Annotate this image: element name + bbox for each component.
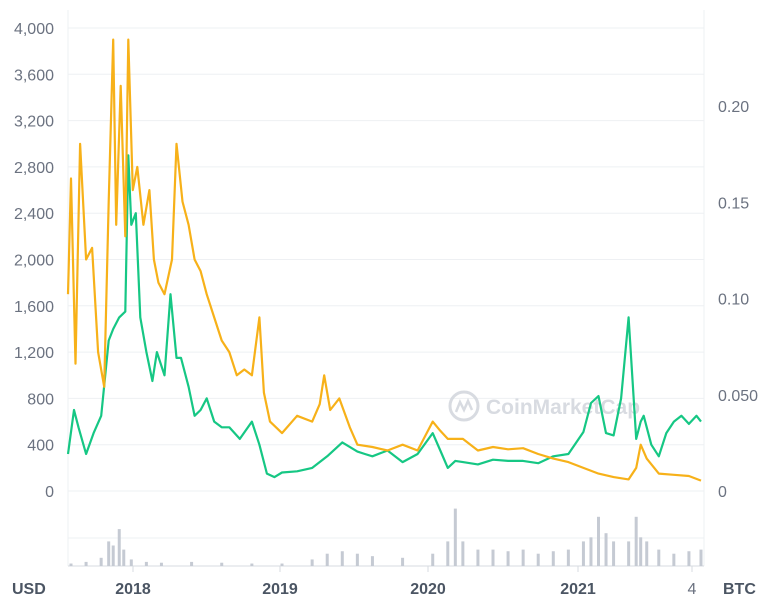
- volume-bars: [69, 508, 703, 566]
- x-tick-label: 2021: [560, 581, 596, 598]
- volume-bar: [122, 549, 126, 566]
- volume-bar: [117, 529, 121, 566]
- series-lines: [66, 38, 702, 482]
- volume-bar: [370, 556, 374, 566]
- volume-bar: [401, 557, 405, 566]
- left-tick-label: 2,000: [14, 253, 54, 270]
- left-tick-label: 800: [27, 391, 54, 408]
- volume-bar: [699, 549, 703, 566]
- volume-bar: [129, 559, 133, 566]
- left-axis-unit: USD: [12, 581, 46, 598]
- volume-bar: [69, 563, 73, 566]
- volume-bar: [536, 553, 540, 566]
- volume-bar: [325, 553, 329, 566]
- volume-bar: [672, 553, 676, 566]
- volume-bar: [612, 541, 616, 566]
- volume-bar: [687, 551, 691, 566]
- right-tick-label: 0.10: [718, 292, 749, 309]
- left-tick-label: 2,400: [14, 206, 54, 223]
- left-tick-label: 1,200: [14, 345, 54, 362]
- volume-bar: [355, 553, 359, 566]
- left-tick-label: 3,600: [14, 67, 54, 84]
- volume-bar: [446, 541, 450, 566]
- volume-bar: [581, 541, 585, 566]
- volume-bar: [159, 562, 163, 566]
- volume-bar: [431, 553, 435, 566]
- volume-bar: [506, 551, 510, 566]
- left-axis: 0 400 800 1,200 1,600 2,000 2,400 2,800 3,200 3,6…: [14, 21, 54, 501]
- volume-bar: [627, 541, 631, 566]
- volume-bar: [250, 563, 254, 566]
- volume-bar: [144, 561, 148, 566]
- usd-price-line: [66, 154, 702, 479]
- right-tick-label: 0.15: [718, 195, 749, 212]
- volume-bar: [521, 549, 525, 566]
- volume-bar: [111, 545, 115, 566]
- volume-bar: [645, 541, 649, 566]
- volume-bar: [99, 557, 103, 566]
- x-tick-label: 2018: [115, 581, 151, 598]
- volume-bar: [340, 551, 344, 566]
- volume-bar: [107, 541, 111, 566]
- left-tick-label: 2,800: [14, 160, 54, 177]
- right-axis: 0 0.050 0.10 0.15 0.20: [718, 99, 758, 501]
- btc-price-line: [66, 38, 702, 482]
- volume-bar: [597, 516, 601, 566]
- volume-bar: [453, 508, 457, 566]
- left-tick-label: 4,000: [14, 21, 54, 38]
- volume-bar: [476, 549, 480, 566]
- right-tick-label: 0.20: [718, 99, 749, 116]
- left-tick-label: 1,600: [14, 299, 54, 316]
- x-tick-label: 2020: [410, 581, 446, 598]
- volume-bar: [551, 551, 555, 566]
- volume-bar: [604, 533, 608, 566]
- volume-bar: [84, 561, 88, 566]
- x-axis: 2018 2019 2020 2021 4: [115, 566, 697, 598]
- left-tick-label: 400: [27, 438, 54, 455]
- volume-bar: [657, 549, 661, 566]
- volume-bar: [634, 516, 638, 566]
- x-tick-label: 4: [688, 581, 697, 598]
- volume-bar: [190, 561, 194, 566]
- watermark: CoinMarketCap: [448, 390, 640, 422]
- right-tick-label: 0.050: [718, 388, 758, 405]
- left-tick-label: 0: [45, 484, 54, 501]
- left-tick-label: 3,200: [14, 114, 54, 131]
- volume-bar: [566, 549, 570, 566]
- volume-bar: [461, 541, 465, 566]
- volume-bar: [310, 559, 314, 566]
- volume-bar: [639, 537, 643, 566]
- grid-lines: [67, 10, 705, 567]
- volume-bar: [220, 562, 224, 566]
- right-axis-unit: BTC: [723, 581, 756, 598]
- logo-wave: [454, 397, 474, 413]
- x-tick-label: 2019: [262, 581, 298, 598]
- volume-bar: [280, 563, 284, 566]
- coinmarketcap-logo-icon: [448, 390, 480, 422]
- volume-bar: [589, 537, 593, 566]
- right-tick-label: 0: [718, 484, 727, 501]
- volume-bar: [491, 549, 495, 566]
